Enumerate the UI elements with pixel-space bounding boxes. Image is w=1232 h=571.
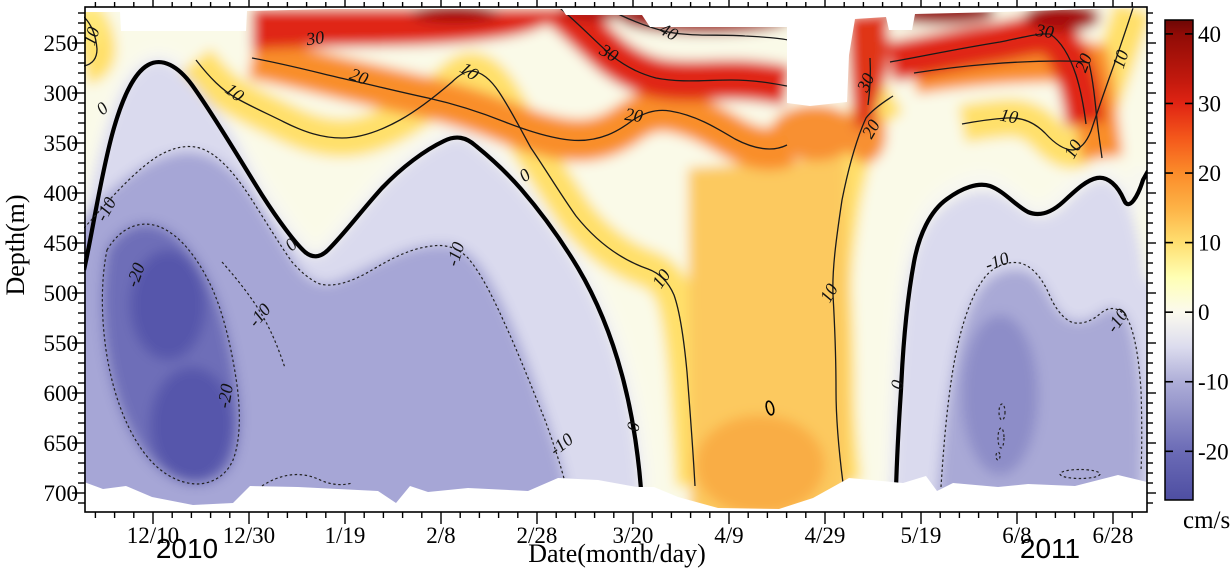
contour-field (84, 8, 1147, 509)
svg-text:300: 300 (44, 81, 79, 106)
colorbar: 40 30 20 10 0 -10 -20 cm/s (1164, 19, 1230, 534)
svg-text:550: 550 (44, 331, 79, 356)
svg-text:4/29: 4/29 (805, 523, 846, 548)
svg-text:0: 0 (622, 420, 643, 433)
svg-text:2/8: 2/8 (426, 523, 455, 548)
svg-text:-20: -20 (213, 382, 237, 409)
colorbar-tick-labels: 40 30 20 10 0 -10 -20 (1198, 22, 1229, 464)
svg-text:2/28: 2/28 (517, 523, 558, 548)
svg-text:3/20: 3/20 (613, 523, 654, 548)
colorbar-ticks (1165, 33, 1193, 453)
svg-text:5/19: 5/19 (901, 523, 942, 548)
svg-text:20: 20 (347, 64, 371, 89)
svg-text:12/30: 12/30 (223, 523, 275, 548)
svg-text:1/19: 1/19 (325, 523, 366, 548)
y-axis-title: Depth(m) (1, 194, 30, 295)
svg-text:4/9: 4/9 (714, 523, 743, 548)
positive-contours (84, 8, 1134, 487)
svg-text:250: 250 (44, 31, 79, 56)
plot-border (84, 6, 1148, 513)
zero-contours (84, 59, 1147, 490)
svg-text:450: 450 (44, 231, 79, 256)
svg-text:0: 0 (886, 378, 907, 391)
axis-ticks (72, 0, 1156, 524)
svg-text:40: 40 (1198, 22, 1221, 47)
axis-tick-labels: 12/10 12/30 1/19 2/8 2/28 3/20 4/9 4/29 5/19 6/8 6… (44, 31, 1134, 548)
svg-text:10: 10 (1198, 231, 1221, 256)
svg-text:20: 20 (1198, 161, 1221, 186)
svg-text:650: 650 (44, 431, 79, 456)
colorbar-unit-label: cm/s (1183, 507, 1230, 534)
year-label-2011: 2011 (1020, 533, 1080, 564)
svg-text:350: 350 (44, 131, 79, 156)
svg-text:6/28: 6/28 (1093, 523, 1134, 548)
x-axis-title: Date(month/day) (528, 539, 706, 568)
svg-text:-20: -20 (1198, 439, 1229, 464)
svg-text:30: 30 (304, 27, 326, 49)
svg-text:6/8: 6/8 (1002, 523, 1031, 548)
svg-text:400: 400 (44, 181, 79, 206)
negative-contours (84, 145, 1143, 488)
svg-text:0: 0 (1198, 300, 1210, 325)
svg-text:30: 30 (1034, 20, 1056, 42)
svg-text:10: 10 (998, 105, 1019, 128)
svg-text:500: 500 (44, 281, 79, 306)
svg-text:600: 600 (44, 381, 79, 406)
svg-text:10: 10 (1108, 47, 1133, 70)
svg-text:700: 700 (44, 481, 79, 506)
year-label-2010: 2010 (156, 533, 218, 564)
colorbar-gradient (1164, 19, 1194, 501)
svg-text:30: 30 (1198, 91, 1221, 116)
svg-text:12/10: 12/10 (127, 523, 179, 548)
svg-text:-10: -10 (1198, 370, 1229, 395)
svg-text:20: 20 (624, 104, 645, 126)
